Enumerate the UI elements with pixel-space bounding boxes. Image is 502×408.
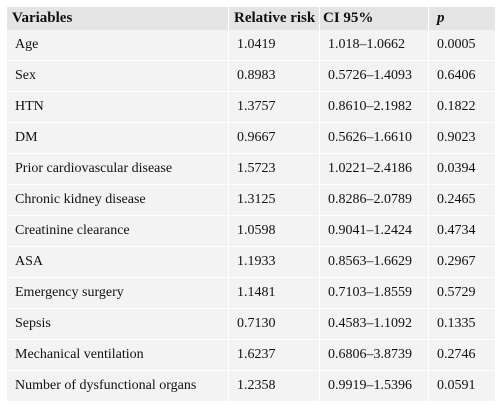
cell-p-value: 0.5729 [437,285,476,300]
cell-ci-95: 0.6806–3.8739 [320,340,429,370]
cell-ci-95: 0.8610–2.1982 [320,92,429,122]
cell-p-value: 0.2746 [437,347,476,362]
table-row: Age 1.0419 1.018–1.0662 0.0005 [7,30,495,61]
cell-p-value: 0.2967 [437,254,476,269]
table-row: DM 0.9667 0.5626–1.6610 0.9023 [7,123,495,154]
header-variables: Variables [7,7,229,30]
cell-relative-risk: 1.0419 [229,30,320,60]
header-p-value: p [437,10,445,26]
header-relative-risk: Relative risk [229,7,320,30]
table-row: Mechanical ventilation 1.6237 0.6806–3.873… [7,340,495,371]
cell-p-value: 0.1822 [437,99,476,114]
cell-ci-95: 0.8563–1.6629 [320,247,429,277]
table-header: Variables Relative risk CI 95% p [7,7,495,30]
cell-relative-risk: 0.7130 [229,309,320,339]
cell-ci-95: 0.9919–1.5396 [320,371,429,401]
cell-relative-risk: 1.3125 [229,185,320,215]
cell-p-value: 0.9023 [437,130,476,145]
results-table: Variables Relative risk CI 95% p Age 1.04… [7,7,495,402]
cell-variable: Age [7,30,229,60]
cell-p-value: 0.0005 [437,37,476,52]
table-row: Chronic kidney disease 1.3125 0.8286–2.078… [7,185,495,216]
table-row: Emergency surgery 1.1481 0.7103–1.8559 0.57… [7,278,495,309]
table-row: Sex 0.8983 0.5726–1.4093 0.6406 [7,61,495,92]
cell-p-value: 0.6406 [437,68,476,83]
cell-p-value: 0.2465 [437,192,476,207]
cell-ci-95: 0.5626–1.6610 [320,123,429,153]
cell-relative-risk: 0.8983 [229,61,320,91]
cell-ci-95: 1.018–1.0662 [320,30,429,60]
cell-ci-95: 0.8286–2.0789 [320,185,429,215]
table-row: Sepsis 0.7130 0.4583–1.1092 0.1335 [7,309,495,340]
cell-ci-95: 1.0221–2.4186 [320,154,429,184]
cell-ci-95: 0.4583–1.1092 [320,309,429,339]
cell-variable: Sepsis [7,309,229,339]
cell-variable: Emergency surgery [7,278,229,308]
cell-p-value: 0.1335 [437,316,476,331]
cell-variable: Creatinine clearance [7,216,229,246]
cell-variable: Sex [7,61,229,91]
cell-variable: HTN [7,92,229,122]
cell-relative-risk: 1.0598 [229,216,320,246]
cell-relative-risk: 1.1933 [229,247,320,277]
table-row: Prior cardiovascular disease 1.5723 1.0221… [7,154,495,185]
cell-relative-risk: 1.6237 [229,340,320,370]
cell-relative-risk: 1.3757 [229,92,320,122]
cell-variable: Mechanical ventilation [7,340,229,370]
header-ci-95: CI 95% [320,7,429,30]
cell-p-value: 0.0394 [437,161,476,176]
cell-variable: Prior cardiovascular disease [7,154,229,184]
cell-relative-risk: 1.1481 [229,278,320,308]
table-row: ASA 1.1933 0.8563–1.6629 0.2967 [7,247,495,278]
cell-ci-95: 0.5726–1.4093 [320,61,429,91]
cell-variable: ASA [7,247,229,277]
table-row: Creatinine clearance 1.0598 0.9041–1.2424 0… [7,216,495,247]
cell-relative-risk: 1.5723 [229,154,320,184]
cell-variable: Number of dysfunctional organs [7,371,229,401]
cell-ci-95: 0.7103–1.8559 [320,278,429,308]
cell-p-value: 0.4734 [437,223,476,238]
table-row: Number of dysfunctional organs 1.2358 0.99… [7,371,495,402]
cell-p-value: 0.0591 [437,378,476,393]
cell-relative-risk: 0.9667 [229,123,320,153]
cell-relative-risk: 1.2358 [229,371,320,401]
cell-ci-95: 0.9041–1.2424 [320,216,429,246]
cell-variable: Chronic kidney disease [7,185,229,215]
table-body: Age 1.0419 1.018–1.0662 0.0005 Sex 0.8983 0.57… [7,30,495,402]
cell-variable: DM [7,123,229,153]
table-row: HTN 1.3757 0.8610–2.1982 0.1822 [7,92,495,123]
